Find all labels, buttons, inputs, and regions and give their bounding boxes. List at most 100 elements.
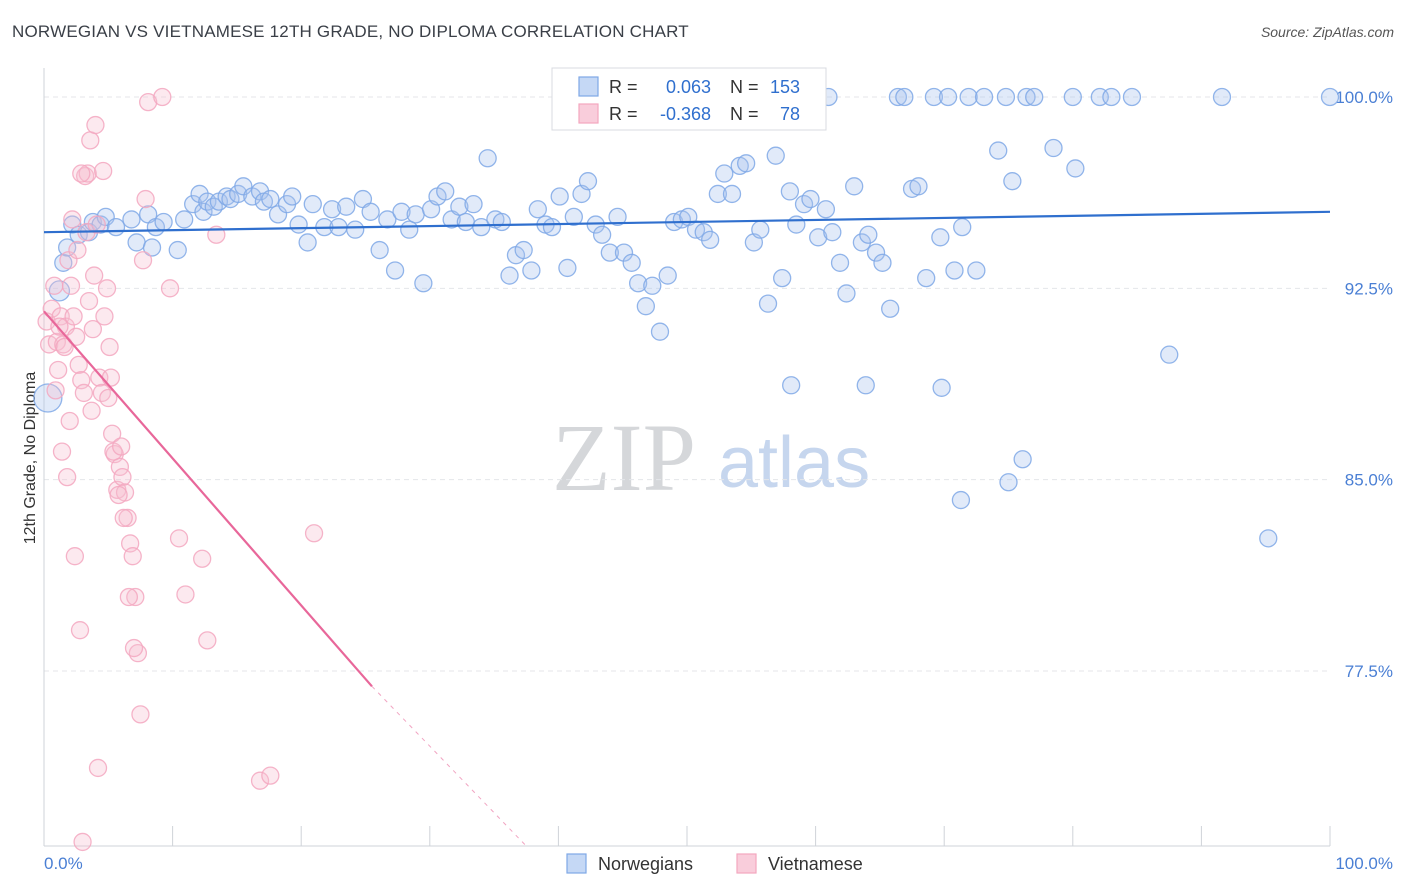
vietnamese-point bbox=[114, 508, 133, 528]
norwegians-point bbox=[658, 266, 677, 285]
norwegians-point bbox=[564, 207, 583, 227]
norwegians-point bbox=[492, 212, 511, 232]
vietnamese-point bbox=[169, 529, 189, 548]
norwegians-point bbox=[500, 266, 519, 285]
vietnamese-point bbox=[261, 766, 280, 785]
norwegians-trend-line bbox=[43, 210, 1331, 234]
norwegians-point bbox=[600, 243, 619, 262]
norwegians-point bbox=[456, 212, 475, 232]
norwegians-point bbox=[1003, 172, 1022, 191]
vietnamese-point bbox=[85, 266, 104, 285]
norwegians-point bbox=[1259, 529, 1278, 548]
vietnamese-point bbox=[99, 388, 118, 408]
vietnamese-point bbox=[82, 401, 101, 420]
norwegians-point bbox=[636, 297, 655, 316]
norwegians-point bbox=[234, 177, 253, 196]
norwegians-point bbox=[924, 87, 944, 107]
norwegians-point bbox=[142, 238, 162, 257]
vietnamese-point bbox=[97, 279, 117, 298]
norwegians-point bbox=[766, 146, 785, 165]
norwegians-point bbox=[478, 149, 497, 168]
norwegians-point bbox=[298, 233, 317, 252]
y-tick-label: 100.0% bbox=[1335, 88, 1393, 107]
norwegians-point bbox=[175, 210, 194, 229]
vietnamese-point bbox=[69, 355, 88, 375]
norwegians-point bbox=[628, 274, 648, 293]
norwegians-point bbox=[782, 376, 801, 395]
norwegians-point bbox=[809, 228, 828, 247]
norwegians-point bbox=[737, 154, 756, 173]
legend-r-value-2: -0.368 bbox=[660, 104, 711, 124]
norwegians-point bbox=[337, 197, 356, 216]
correlation-legend: R = 0.063 N = 153 R = -0.368 N = 78 bbox=[551, 67, 827, 131]
vietnamese-point bbox=[126, 587, 145, 607]
norwegians-point bbox=[953, 217, 972, 237]
series-legend: Norwegians Vietnamese bbox=[566, 853, 863, 874]
legend-n-label-2: N = bbox=[730, 104, 759, 124]
vietnamese-point bbox=[70, 621, 90, 640]
x-tick-label-min: 0.0% bbox=[44, 854, 83, 873]
norwegians-point bbox=[708, 184, 728, 204]
norwegians-point bbox=[722, 184, 742, 204]
norwegians-point bbox=[938, 87, 958, 107]
vietnamese-point bbox=[65, 547, 85, 566]
norwegians-point bbox=[370, 240, 389, 260]
norwegians-point bbox=[289, 215, 308, 234]
vietnamese-point bbox=[81, 131, 100, 150]
norwegians-point bbox=[268, 205, 288, 224]
norwegians-point bbox=[715, 164, 734, 183]
norwegians-point bbox=[773, 268, 792, 288]
vietnamese-point bbox=[136, 189, 155, 209]
vietnamese-point bbox=[74, 383, 94, 403]
norwegians-point bbox=[385, 261, 405, 280]
norwegians-point bbox=[830, 253, 850, 272]
norwegians-point bbox=[122, 210, 141, 229]
norwegians-point bbox=[945, 261, 964, 280]
norwegians-point bbox=[472, 217, 491, 237]
norwegians-point bbox=[1122, 87, 1142, 107]
vietnamese-point bbox=[124, 638, 144, 658]
y-axis-label: 12th Grade, No Diploma bbox=[22, 372, 39, 545]
vietnamese-point bbox=[79, 291, 99, 311]
norwegians-point bbox=[592, 225, 612, 244]
norwegians-point bbox=[931, 228, 950, 247]
vietnamese-point bbox=[133, 251, 153, 270]
norwegians-point bbox=[48, 280, 71, 302]
norwegians-point bbox=[845, 177, 864, 196]
vietnamese-point bbox=[113, 467, 132, 487]
norwegians-point bbox=[780, 182, 800, 201]
norwegians-point bbox=[622, 253, 641, 272]
norwegians-point bbox=[1066, 159, 1085, 178]
vietnamese-point bbox=[64, 307, 83, 326]
norwegians-point bbox=[888, 87, 908, 107]
watermark-atlas: atlas bbox=[718, 423, 870, 503]
norwegians-point bbox=[261, 189, 280, 209]
norwegians-point bbox=[643, 276, 662, 295]
norwegians-point bbox=[700, 230, 720, 250]
series-legend-norwegians: Norwegians bbox=[598, 854, 693, 874]
norwegians-point bbox=[33, 383, 63, 413]
norwegians-point bbox=[895, 87, 914, 107]
norwegians-point bbox=[951, 490, 971, 510]
norwegians-point bbox=[63, 215, 82, 234]
vietnamese-point bbox=[78, 164, 97, 183]
norwegians-point bbox=[346, 220, 365, 239]
norwegians-point bbox=[414, 274, 433, 293]
legend-r-label-2: R = bbox=[609, 104, 638, 124]
norwegians-point bbox=[578, 172, 598, 191]
legend-n-value-2: 78 bbox=[780, 104, 800, 124]
norwegians-points bbox=[33, 87, 1340, 548]
norwegians-point bbox=[932, 378, 951, 397]
vietnamese-trend-line bbox=[43, 310, 373, 688]
vietnamese-point bbox=[72, 164, 91, 183]
norwegians-point bbox=[303, 194, 322, 214]
norwegians-point bbox=[1063, 87, 1082, 107]
vietnamese-point bbox=[88, 758, 108, 778]
norwegians-point bbox=[322, 200, 342, 219]
norwegians-point bbox=[650, 322, 670, 341]
series-legend-swatch-vietnamese bbox=[736, 853, 757, 874]
vietnamese-point bbox=[68, 240, 87, 260]
vietnamese-point bbox=[63, 210, 82, 229]
vietnamese-point bbox=[193, 549, 212, 568]
